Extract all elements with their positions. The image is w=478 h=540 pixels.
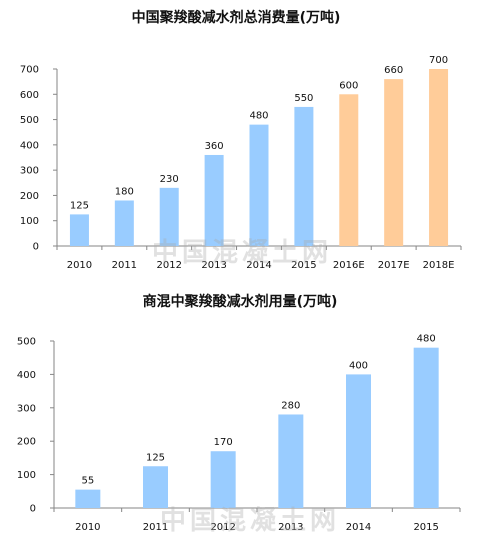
x-tick-label: 2011 [143,522,168,533]
y-tick-label: 700 [20,65,39,76]
data-label: 660 [384,65,403,76]
bar [143,466,168,508]
data-label: 55 [81,476,94,487]
data-label: 125 [146,452,165,463]
bar-estimate [339,94,359,247]
x-tick-label: 2015 [291,260,316,271]
bar [69,214,89,246]
bar [204,154,224,246]
chart-total-consumption: 中国聚羧酸减水剂总消费量(万吨) 0 100 200 300 400 500 600 700 1… [20,9,462,271]
x-tick-label: 2017E [378,260,410,271]
y-tick-label: 600 [20,90,39,101]
y-tick-label: 0 [30,504,36,515]
data-label: 480 [249,111,268,122]
x-tick-label: 2013 [278,522,303,533]
bar [210,451,236,508]
x-tick-label: 2011 [112,260,137,271]
data-label: 700 [429,55,448,66]
y-tick-label: 200 [20,191,39,202]
chart-title: 商混中聚羧酸减水剂用量(万吨) [143,293,338,310]
bar-estimate [429,69,449,246]
bar [278,414,304,508]
data-label: 180 [115,186,134,197]
y-tick-label: 200 [17,437,36,448]
bar [114,200,134,246]
y-tick-label: 400 [17,370,36,381]
x-tick-label: 2018E [423,260,455,271]
bar [159,187,179,246]
bar [75,489,101,508]
y-tick-label: 0 [33,242,39,253]
chart-title: 中国聚羧酸减水剂总消费量(万吨) [132,9,341,26]
chart-ready-mix-usage: 商混中聚羧酸减水剂用量(万吨) 0 100 200 300 400 500 55 2010 12… [17,293,461,533]
bar [413,347,439,508]
bar [249,124,269,246]
y-tick-label: 100 [20,216,39,227]
data-label: 230 [160,174,179,185]
x-tick-label: 2012 [210,522,235,533]
x-tick-label: 2014 [246,260,271,271]
data-label: 170 [214,437,233,448]
data-label: 125 [70,200,89,211]
y-tick-label: 500 [17,337,36,348]
x-tick-label: 2013 [201,260,226,271]
data-label: 550 [294,93,313,104]
x-tick-label: 2010 [75,522,100,533]
data-label: 600 [339,80,358,91]
y-tick-label: 300 [17,403,36,414]
x-tick-label: 2012 [156,260,181,271]
data-label: 360 [205,141,224,152]
y-tick-label: 100 [17,470,36,481]
x-tick-label: 2014 [346,522,371,533]
x-tick-label: 2015 [413,522,438,533]
y-tick-label: 400 [20,140,39,151]
y-tick-label: 500 [20,115,39,126]
data-label: 480 [417,334,436,345]
y-tick-label: 300 [20,166,39,177]
bar [346,374,371,508]
x-tick-label: 2016E [333,260,365,271]
bar-estimate [384,79,404,246]
x-tick-label: 2010 [67,260,92,271]
data-label: 400 [349,360,368,371]
data-label: 280 [281,400,300,411]
bar [294,106,314,246]
